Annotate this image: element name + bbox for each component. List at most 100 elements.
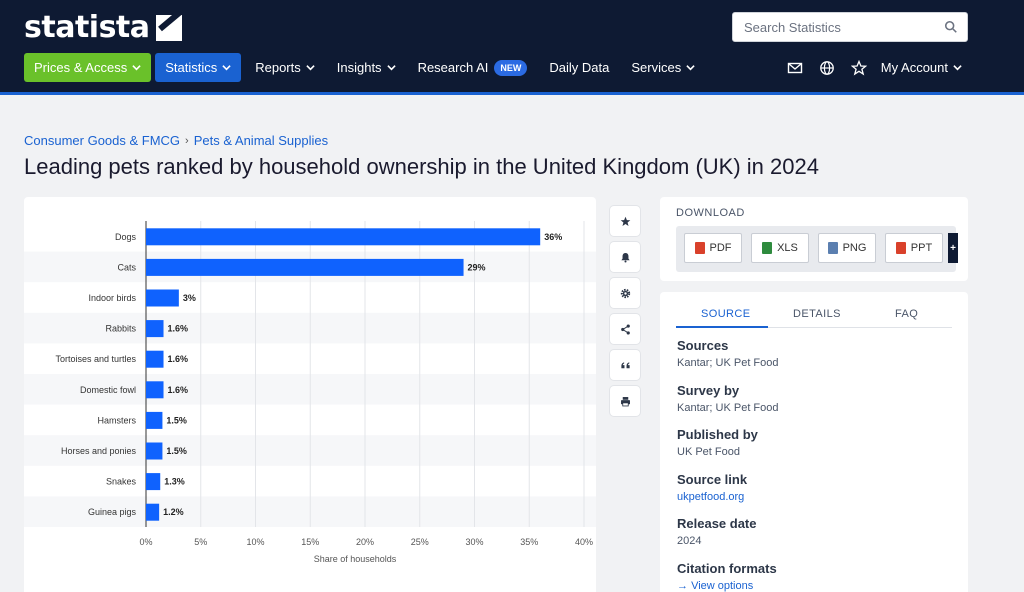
field-label: Sources bbox=[677, 338, 729, 353]
value-label: 36% bbox=[544, 232, 562, 242]
page-title: Leading pets ranked by household ownersh… bbox=[24, 154, 819, 179]
field-release-date: Release date 2024 bbox=[677, 516, 757, 547]
settings-button[interactable] bbox=[610, 278, 640, 308]
star-icon[interactable] bbox=[850, 59, 867, 76]
account-nav: My Account bbox=[771, 53, 962, 82]
nav-reports[interactable]: Reports bbox=[255, 53, 315, 82]
search-icon[interactable] bbox=[944, 20, 958, 34]
x-tick-label: 5% bbox=[194, 537, 207, 547]
ppt-file-icon bbox=[895, 242, 906, 254]
nav-label: Daily Data bbox=[549, 60, 610, 75]
download-more-button[interactable]: + bbox=[948, 233, 958, 263]
x-tick-label: 0% bbox=[139, 537, 152, 547]
category-label: Tortoises and turtles bbox=[55, 354, 136, 364]
value-label: 3% bbox=[183, 293, 196, 303]
xls-file-icon bbox=[762, 242, 773, 254]
top-header: statista Prices & Access Statistics Repo… bbox=[0, 0, 1024, 92]
pdf-file-icon bbox=[694, 242, 705, 254]
statista-logo[interactable]: statista bbox=[24, 10, 182, 45]
logo-mark-icon bbox=[155, 14, 182, 41]
nav-prices-access[interactable]: Prices & Access bbox=[24, 53, 152, 82]
print-icon bbox=[620, 396, 630, 406]
favorite-button[interactable] bbox=[610, 206, 640, 236]
button-label: PDF bbox=[709, 242, 732, 254]
chevron-down-icon bbox=[386, 65, 396, 71]
bar bbox=[146, 442, 163, 460]
share-icon bbox=[620, 323, 630, 335]
download-card: DOWNLOAD PDF XLS PNG PPT + bbox=[660, 197, 968, 281]
link-label: View options bbox=[691, 580, 754, 592]
button-label: PPT bbox=[910, 242, 933, 254]
nav-daily-data[interactable]: Daily Data bbox=[549, 53, 609, 82]
field-label: Published by bbox=[677, 427, 758, 442]
bar bbox=[146, 350, 164, 368]
category-label: Guinea pigs bbox=[88, 507, 137, 517]
breadcrumb-item[interactable]: Consumer Goods & FMCG bbox=[24, 133, 181, 148]
notification-button[interactable] bbox=[610, 242, 640, 272]
tab-faq[interactable]: FAQ bbox=[895, 308, 919, 320]
field-value: Kantar; UK Pet Food bbox=[677, 357, 779, 369]
source-card: SOURCE DETAILS FAQ Sources Kantar; UK Pe… bbox=[660, 292, 968, 592]
x-tick-label: 40% bbox=[575, 537, 593, 547]
download-ppt-button[interactable]: PPT bbox=[885, 233, 943, 263]
nav-statistics[interactable]: Statistics bbox=[155, 53, 242, 82]
chevron-down-icon bbox=[686, 65, 695, 71]
bar bbox=[146, 381, 164, 399]
chevron-down-icon bbox=[222, 65, 231, 71]
my-account-menu[interactable]: My Account bbox=[881, 60, 962, 75]
nav-insights[interactable]: Insights bbox=[337, 53, 396, 82]
x-tick-label: 20% bbox=[356, 537, 374, 547]
category-label: Cats bbox=[117, 262, 136, 272]
field-value: 2024 bbox=[677, 535, 702, 547]
button-label: PNG bbox=[842, 242, 867, 254]
field-label: Survey by bbox=[677, 383, 740, 398]
value-label: 1.6% bbox=[168, 385, 189, 395]
mail-icon[interactable] bbox=[787, 60, 803, 76]
main-nav: Prices & Access Statistics Reports Insig… bbox=[24, 53, 717, 82]
source-link[interactable]: ukpetfood.org bbox=[677, 491, 745, 503]
view-options-link[interactable]: → View options bbox=[677, 580, 777, 592]
cite-button[interactable] bbox=[610, 350, 640, 380]
new-badge: NEW bbox=[494, 59, 528, 76]
download-pdf-button[interactable]: PDF bbox=[684, 233, 742, 263]
chart-tools bbox=[610, 206, 640, 422]
category-label: Snakes bbox=[106, 477, 137, 487]
download-png-button[interactable]: PNG bbox=[818, 233, 876, 263]
tab-source[interactable]: SOURCE bbox=[701, 308, 751, 320]
chevron-down-icon bbox=[306, 65, 315, 71]
bar bbox=[146, 503, 160, 521]
star-icon bbox=[620, 216, 630, 226]
account-label: My Account bbox=[880, 60, 948, 75]
active-tab-indicator bbox=[676, 326, 768, 328]
chart-card: 0% 5% 10% 15% 20% 25% 30% 35% 40% Dogs 36% Cats 29% I… bbox=[24, 197, 596, 592]
nav-research-ai[interactable]: Research AI NEW bbox=[418, 53, 528, 82]
share-button[interactable] bbox=[610, 314, 640, 344]
nav-label: Services bbox=[631, 60, 682, 75]
arrow-right-icon: → bbox=[677, 580, 692, 592]
x-tick-label: 35% bbox=[520, 537, 538, 547]
value-label: 1.6% bbox=[168, 354, 189, 364]
download-buttons: PDF XLS PNG PPT + bbox=[676, 226, 958, 272]
category-label: Indoor birds bbox=[88, 293, 136, 303]
breadcrumb-separator-icon: › bbox=[185, 134, 189, 147]
bar bbox=[146, 289, 179, 307]
x-tick-label: 25% bbox=[411, 537, 429, 547]
download-xls-button[interactable]: XLS bbox=[751, 233, 809, 263]
breadcrumb-item[interactable]: Pets & Animal Supplies bbox=[193, 133, 329, 148]
field-label: Source link bbox=[677, 472, 748, 487]
globe-icon[interactable] bbox=[819, 60, 835, 76]
print-button[interactable] bbox=[610, 386, 640, 416]
nav-services[interactable]: Services bbox=[631, 53, 695, 82]
tab-details[interactable]: DETAILS bbox=[793, 308, 841, 320]
gear-icon bbox=[620, 288, 630, 298]
x-tick-label: 10% bbox=[246, 537, 264, 547]
field-survey-by: Survey by Kantar; UK Pet Food bbox=[677, 383, 779, 414]
bar bbox=[146, 320, 164, 338]
value-label: 1.5% bbox=[166, 415, 187, 425]
field-citation-formats: Citation formats → View options bbox=[677, 561, 777, 592]
chevron-down-icon bbox=[132, 65, 141, 71]
search-input[interactable] bbox=[733, 13, 933, 41]
value-label: 1.5% bbox=[166, 446, 187, 456]
button-label: XLS bbox=[777, 242, 798, 254]
value-label: 1.2% bbox=[163, 507, 184, 517]
